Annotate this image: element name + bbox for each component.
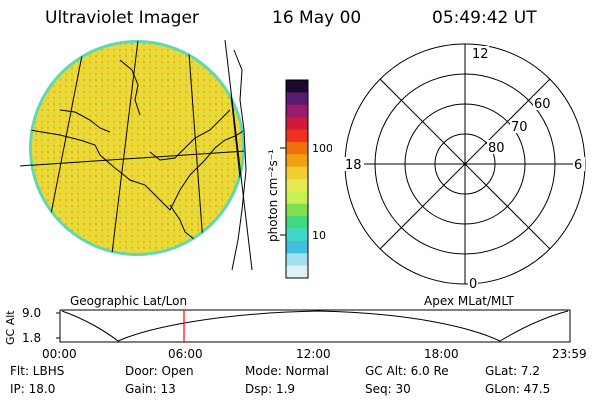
colorbar-band — [286, 92, 308, 106]
coastline — [30, 129, 244, 211]
colorbar: 100 10 photon cm⁻²s⁻¹ — [266, 79, 332, 279]
orbit-altitude-curve — [61, 310, 569, 342]
meridian-line — [187, 41, 206, 255]
colorbar-tick-100: 100 — [312, 142, 332, 155]
colorbar-band — [286, 154, 308, 168]
coastline — [119, 59, 141, 116]
status-door: Door: Open — [125, 364, 194, 378]
polar-circle-label-60: 60 — [534, 97, 551, 112]
coastline — [59, 109, 111, 133]
colorbar-band — [286, 117, 308, 130]
status-ip: IP: 18.0 — [10, 382, 56, 396]
colorbar-band — [286, 191, 308, 205]
colorbar-band — [286, 240, 308, 254]
polar-circle-label-80: 80 — [488, 141, 505, 156]
orbit-xtick-2359: 23:59 — [552, 347, 587, 361]
status-dsp: Dsp: 1.9 — [245, 382, 296, 396]
orbit-ylabel: GC Alt — [4, 310, 17, 345]
colorbar-band — [286, 265, 308, 279]
status-seq: Seq: 30 — [365, 382, 411, 396]
polar-label-6: 6 — [574, 158, 582, 173]
colorbar-band — [286, 179, 308, 192]
orbit-xtick-0600: 06:00 — [168, 347, 203, 361]
status-gc-alt: GC Alt: 6.0 Re — [365, 364, 449, 378]
colorbar-band — [286, 253, 308, 267]
colorbar-band — [286, 80, 308, 93]
colorbar-band — [286, 166, 308, 180]
colorbar-band — [286, 228, 308, 242]
date-label: 16 May 00 — [272, 8, 362, 28]
uv-image-panel — [20, 40, 253, 271]
orbit-xtick-1200: 12:00 — [296, 347, 331, 361]
orbit-right-title: Apex MLat/MLT — [424, 294, 514, 308]
polar-label-12: 12 — [472, 47, 489, 62]
orbit-left-title: Geographic Lat/Lon — [70, 294, 188, 308]
meridian-line — [109, 41, 139, 255]
colorbar-tick-10: 10 — [312, 229, 326, 242]
orbit-ytick-9: 9.0 — [22, 306, 41, 320]
polar-circle-label-70: 70 — [511, 120, 528, 135]
coastline — [149, 109, 231, 161]
status-mode: Mode: Normal — [245, 364, 329, 378]
instrument-title: Ultraviolet Imager — [45, 8, 199, 28]
colorbar-band — [286, 104, 308, 118]
orbit-xtick-1800: 18:00 — [424, 347, 459, 361]
time-label: 05:49:42 UT — [432, 8, 537, 28]
orbit-ytick-1: 1.8 — [22, 331, 41, 345]
colorbar-band — [286, 141, 308, 155]
colorbar-band — [286, 203, 308, 217]
status-flt: Flt: LBHS — [10, 364, 65, 378]
status-gain: Gain: 13 — [125, 382, 176, 396]
orbit-xtick-0000: 00:00 — [42, 347, 77, 361]
colorbar-band — [286, 129, 308, 143]
latitude-line — [30, 149, 244, 167]
polar-label-18: 18 — [345, 158, 362, 173]
orbit-panel: 9.0 1.8 GC Alt 00:00 06:00 12:00 18:00 2… — [4, 306, 587, 361]
colorbar-band — [286, 216, 308, 229]
colorbar-unit-label: photon cm⁻²s⁻¹ — [266, 149, 280, 242]
status-glon: GLon: 47.5 — [485, 382, 551, 396]
status-glat: GLat: 7.2 — [485, 364, 540, 378]
polar-label-0: 0 — [469, 277, 477, 290]
polar-plot: 12 18 6 0 60 70 80 — [344, 43, 586, 290]
